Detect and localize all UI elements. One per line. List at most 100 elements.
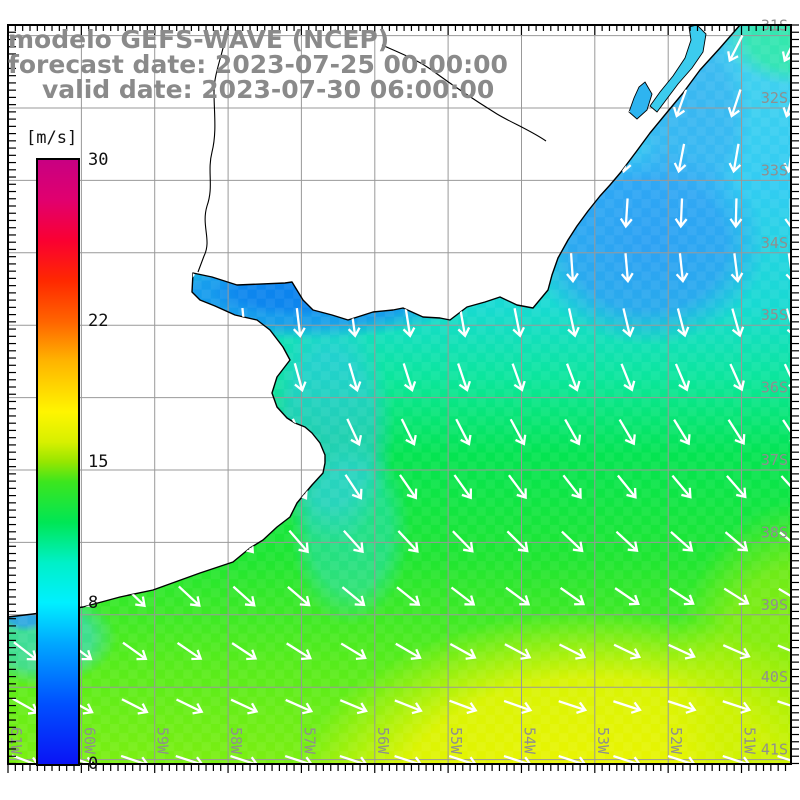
wind-arrow [346,253,360,284]
lon-label: 52W [667,727,685,755]
coastline [7,24,741,618]
wind-arrow [455,418,472,446]
wind-arrow [292,307,306,338]
wind-arrow [726,475,747,499]
axis-ticks [7,24,799,773]
coastal-lagoon [628,24,707,120]
wind-arrow [730,253,744,284]
wind-arrow [672,89,688,118]
wind-arrow [237,418,253,447]
wind-arrow [565,198,578,229]
forecast-date-line: forecast date: 2023-07-25 00:00:00 [8,50,508,79]
wind-arrow [558,643,587,660]
wind-arrow [450,586,476,606]
lon-label: 55W [447,727,465,755]
wind-arrow [558,700,588,714]
lat-label: 37S [761,451,788,469]
colorbar-gradient [38,160,78,764]
wind-arrow [669,587,695,606]
lon-label: 60W [80,727,98,755]
wind-arrow [290,143,305,173]
wind-arrow [16,198,30,228]
colorbar-tick-label: 0 [88,754,99,774]
wind-arrow [178,585,201,607]
wind-arrow [17,253,31,284]
wind-arrow [457,363,471,392]
wind-arrow [290,473,308,500]
wind-arrow [122,641,148,661]
lon-label: 53W [594,727,612,755]
lat-lon-gridlines [7,25,791,764]
wind-arrow [235,473,254,501]
wind-arrow [622,308,635,338]
wind-arrow [724,531,749,552]
lon-label: 61W [7,727,25,755]
wind-arrow [504,643,532,660]
lon-label: 57W [300,727,318,755]
wind-arrow [668,643,696,660]
wind-arrow [620,253,634,284]
wind-arrow [400,418,417,446]
wind-arrow [457,308,471,338]
wind-arrow [722,644,751,660]
lon-label: 51W [741,727,759,755]
lat-label: 38S [761,523,788,541]
wind-arrow [235,144,250,173]
valid-date-line: valid date: 2023-07-30 06:00:00 [42,75,495,104]
wind-arrow [344,143,359,173]
wind-arrow [124,529,145,554]
wind-arrow [617,35,635,62]
wind-arrow [400,198,414,229]
wind-arrow [396,586,421,606]
wind-arrow [127,253,141,284]
wind-arrow [180,144,196,173]
wind-arrow [673,419,691,446]
wind-arrow [237,253,250,284]
wind-arrow [402,307,416,338]
wind-arrow [728,143,742,174]
wind-arrow [232,585,256,607]
wind-arrow [293,362,307,393]
lon-label: 54W [521,727,539,755]
wind-arrow [453,474,473,500]
wind-arrow [342,530,364,554]
wind-arrow [18,307,32,338]
wind-arrow [511,363,526,392]
wind-arrow [230,698,259,715]
wind-arrow [14,585,37,608]
wind-arrow [339,699,368,715]
lat-label: 39S [761,596,788,614]
wind-arrow [454,143,468,173]
lat-label: 35S [761,306,788,324]
wind-arrow [561,530,584,553]
wind-arrow [129,362,143,393]
wind-arrow [183,307,197,338]
wind-arrow [285,698,314,715]
wind-arrow [341,586,366,607]
wind-arrow [614,587,640,606]
wind-arrow [617,474,637,499]
wind-arrow [727,419,746,446]
wind-arrow [176,698,204,715]
wind-arrow [401,253,415,284]
wind-arrow [286,642,312,661]
wind-arrow [455,198,469,229]
lon-label: 56W [374,727,392,755]
wind-arrow [19,417,34,447]
wind-arrow [562,474,582,499]
wind-arrow [17,473,34,501]
wind-arrow [567,308,580,338]
lat-label: 32S [761,89,788,107]
wind-arrow [345,198,359,229]
wind-arrow [615,530,639,553]
wind-arrow [126,473,144,501]
wind-arrow [727,34,744,63]
colorbar-tick-label: 8 [88,592,99,613]
wind-arrow [290,198,304,229]
wind-arrow [236,198,249,229]
wind-arrow [397,530,419,553]
wind-arrow [126,198,139,228]
axis-labels: 61W 60W 59W 58W 57W 56W 55W 54W 53W 52W 51W31S32S3… [7,17,788,759]
